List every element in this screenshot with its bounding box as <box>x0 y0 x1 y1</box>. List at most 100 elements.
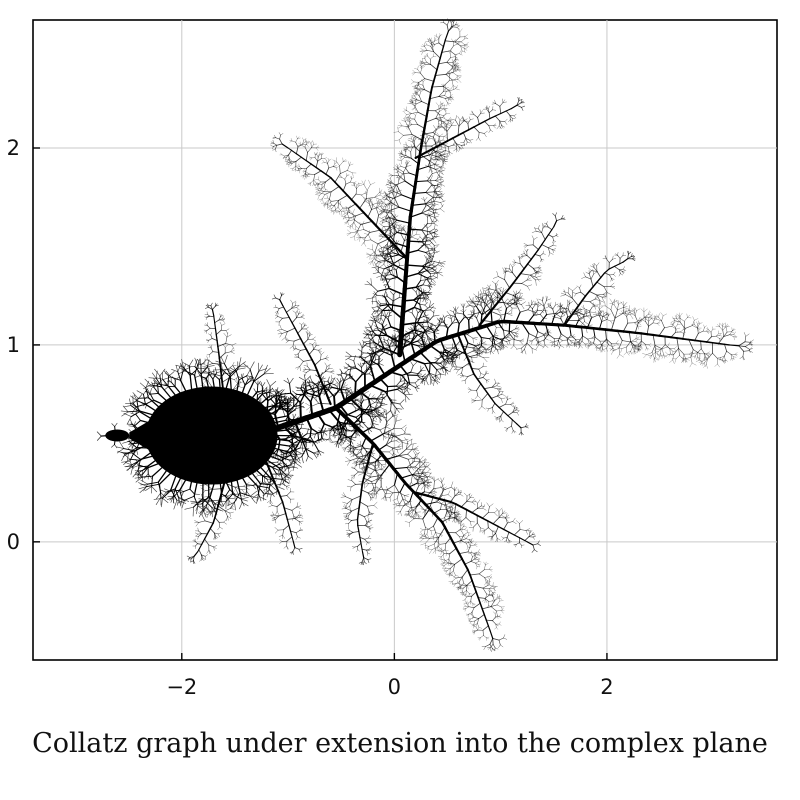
fractal-branch <box>436 185 441 188</box>
fractal-branch <box>378 336 385 349</box>
fractal-branch <box>743 332 747 337</box>
fractal-branch <box>377 364 386 377</box>
fractal-branch <box>452 69 454 74</box>
fractal-branch <box>508 119 511 122</box>
fractal-branch <box>427 338 433 342</box>
fractal-branch <box>354 229 359 231</box>
fractal-branch <box>693 339 702 343</box>
fractal-branch <box>345 221 348 225</box>
fractal-branch <box>428 372 432 380</box>
fractal-branch <box>506 313 513 316</box>
fractal-branch <box>539 313 548 325</box>
fractal-branch <box>593 336 596 344</box>
fractal-branch <box>431 267 438 273</box>
fractal-branch <box>439 150 446 154</box>
fractal-branch <box>661 315 664 322</box>
fractal-branch <box>356 183 359 186</box>
fractal-branch <box>275 148 277 153</box>
fractal-branch <box>439 114 444 116</box>
fractal-branch <box>454 62 458 65</box>
fractal-branch <box>447 90 452 93</box>
fractal-branch <box>377 247 382 251</box>
fractal-branch <box>384 344 390 347</box>
fractal-branch <box>280 152 283 155</box>
fractal-branch <box>516 104 522 108</box>
fractal-branch <box>392 190 395 196</box>
fractal-branch <box>338 422 345 427</box>
fractal-branch <box>356 451 362 455</box>
fractal-branch <box>372 314 376 321</box>
fractal-branch <box>414 379 420 384</box>
fractal-branch <box>620 348 622 353</box>
fractal-branch <box>398 125 403 129</box>
fractal-branch <box>451 121 454 126</box>
fractal-branch <box>326 160 328 164</box>
fractal-branch <box>432 216 436 223</box>
fractal-branch <box>632 258 636 262</box>
fractal-branch <box>349 452 354 455</box>
fractal-branch <box>477 308 480 313</box>
fractal-branch <box>417 345 424 348</box>
fractal-branch <box>425 53 428 57</box>
fractal-branch <box>725 359 728 362</box>
fractal-branch <box>499 120 502 126</box>
fractal-branch <box>428 160 431 168</box>
fractal-branch <box>365 239 372 241</box>
fractal-branch <box>537 306 539 311</box>
fractal-branch <box>413 138 417 142</box>
fractal-branch <box>348 217 350 221</box>
fractal-branch <box>443 325 448 329</box>
fractal-branch <box>356 231 361 238</box>
fractal-branch <box>410 326 413 331</box>
fractal-branch <box>678 348 685 355</box>
fractal-branch <box>587 338 591 343</box>
fractal-branch <box>379 217 384 220</box>
fractal-branch <box>304 176 306 180</box>
fractal-branch <box>381 268 385 277</box>
fractal-branch <box>603 310 605 314</box>
fractal-branch <box>310 163 317 169</box>
fractal-branch <box>457 116 461 121</box>
fractal-branch <box>385 212 390 218</box>
fractal-branch <box>299 389 308 404</box>
fractal-branch <box>697 327 701 331</box>
fractal-branch <box>613 271 616 275</box>
fractal-branch <box>407 117 411 119</box>
fractal-branch <box>491 321 497 328</box>
fractal-branch <box>397 166 402 168</box>
fractal-branch <box>452 59 456 63</box>
fractal-branch <box>592 327 596 338</box>
fractal-branch <box>660 349 662 354</box>
fractal-branch <box>362 333 369 335</box>
fractal-branch <box>533 322 539 333</box>
fractal-branch <box>289 377 294 385</box>
fractal-branch <box>355 182 358 186</box>
fractal-branch <box>374 251 377 258</box>
fractal-branch <box>604 272 610 276</box>
fractal-branch <box>321 187 323 190</box>
fractal-branch <box>368 179 371 185</box>
fractal-branch <box>699 340 708 343</box>
fractal-branch <box>499 346 502 351</box>
fractal-branch <box>334 200 340 206</box>
fractal-branch <box>739 356 744 359</box>
fractal-branch <box>428 41 433 46</box>
fractal-branch <box>377 329 388 337</box>
fractal-branch <box>322 160 325 163</box>
fractal-branch <box>429 261 433 266</box>
fractal-branch <box>502 329 505 338</box>
fractal-branch <box>351 355 362 358</box>
fractal-branch <box>361 362 370 364</box>
fractal-branch <box>457 79 462 83</box>
fractal-branch <box>457 66 462 70</box>
fractal-branch <box>418 78 426 83</box>
fractal-branch <box>643 314 649 318</box>
fractal-branch <box>487 350 492 354</box>
fractal-branch <box>632 345 635 348</box>
fractal-branch <box>329 437 333 443</box>
fractal-branch <box>426 135 429 140</box>
fractal-branch <box>415 387 418 392</box>
fractal-branch <box>562 291 569 294</box>
fractal-branch <box>421 66 423 69</box>
fractal-branch <box>470 311 475 314</box>
